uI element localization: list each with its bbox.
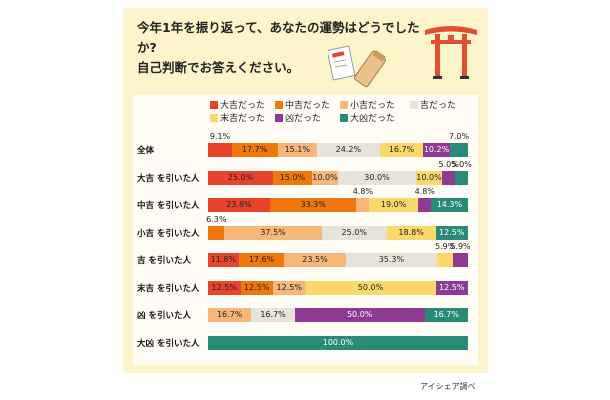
legend-swatch: [410, 100, 418, 109]
bar-segment: 100.0%: [208, 335, 468, 350]
bar-segment: 15.1%: [277, 143, 317, 157]
torii-illustration: [425, 26, 477, 79]
bar-segment: 24.2%: [316, 143, 380, 157]
source-credit: アイシェア調べ: [420, 382, 476, 391]
bar-segment: [449, 143, 468, 157]
bar-segment: 17.6%: [238, 253, 285, 267]
bar-segment: 16.7%: [251, 308, 295, 322]
legend-item: 凶だった: [275, 111, 321, 124]
legend-label: 吉だった: [420, 101, 457, 111]
stacked-bar: 11.8% 17.6% 23.5% 35.3%: [208, 253, 468, 267]
bar-segment: 10.0%: [312, 170, 338, 185]
value-label: 4.8%: [352, 187, 374, 196]
bar-segment: 23.5%: [284, 253, 346, 267]
row-label: 大吉 を引いた人: [137, 173, 200, 184]
stacked-bar: 12.5% 12.5% 12.5% 50.0% 12.5%: [208, 280, 468, 295]
row-label: 凶 を引いた人: [137, 311, 191, 321]
bar-segment: 50.0%: [294, 308, 425, 322]
title-line-2: 自己判断でお答えください。: [137, 60, 300, 75]
bar-segment: 12.5%: [208, 280, 241, 295]
title-line-1: 今年1年を振り返って、あなたの運勢はどうでしたか?: [137, 20, 420, 55]
legend-swatch: [340, 100, 348, 109]
bar-segment: 23.8%: [208, 198, 270, 212]
bar-segment: 30.0%: [338, 170, 416, 185]
bar-segment: 14.3%: [430, 198, 468, 212]
value-label: 5.9%: [434, 242, 456, 251]
legend-item: 中吉だった: [275, 98, 330, 111]
legend-item: 末吉だった: [210, 111, 265, 124]
legend-item: 吉だった: [410, 98, 456, 111]
bar-segment: 16.7%: [379, 143, 424, 157]
bar-segment: [437, 253, 453, 267]
row-label: 吉 を引いた人: [137, 256, 191, 266]
bar-segment: [208, 225, 225, 240]
legend-swatch: [275, 100, 283, 109]
bar-segment: 19.0%: [368, 198, 419, 212]
bar-segment: [452, 253, 468, 267]
bar-segment: [442, 170, 455, 185]
legend-label: 小吉だった: [350, 101, 396, 111]
legend-label: 凶だった: [285, 114, 322, 124]
bar-segment: 37.5%: [224, 225, 322, 240]
stacked-bar: 23.8% 33.3% 19.0% 14.3%: [208, 198, 468, 212]
legend-item: 大凶だった: [340, 111, 395, 124]
row-label: 末吉 を引いた人: [137, 283, 200, 294]
value-label: 5.0%: [451, 159, 472, 169]
bar-segment: 15.0%: [273, 170, 312, 185]
bar-segment: [356, 198, 369, 212]
legend-swatch: [340, 113, 348, 122]
value-label: 4.8%: [414, 187, 435, 196]
value-label: 7.0%: [448, 132, 470, 141]
bar-segment: 50.0%: [305, 280, 436, 295]
legend-swatch: [210, 100, 218, 109]
legend-label: 末吉だった: [220, 114, 266, 124]
stacked-bar: 37.5% 25.0% 18.8% 12.5%: [208, 225, 468, 240]
bar-segment: 35.3%: [345, 253, 438, 267]
row-label: 中吉 を引いた人: [137, 201, 200, 211]
bar-segment: 12.5%: [435, 225, 468, 240]
stacked-bar: 100.0%: [208, 335, 468, 350]
value-label: 5.0%: [438, 159, 459, 169]
legend-label: 大吉だった: [220, 101, 266, 111]
stacked-bar: 17.7% 15.1% 24.2% 16.7% 10.2%: [208, 143, 468, 157]
legend-label: 中吉だった: [285, 101, 331, 111]
row-label: 小吉 を引いた人: [137, 228, 200, 239]
bar-segment: 33.3%: [269, 198, 357, 212]
bar-segment: 12.5%: [273, 280, 306, 295]
legend-label: 大凶だった: [350, 114, 396, 124]
stacked-bar: 16.7% 16.7% 50.0% 16.7%: [208, 308, 468, 322]
bar-segment: 16.7%: [208, 308, 252, 322]
row-label: 大凶 を引いた人: [137, 338, 200, 349]
legend-swatch: [210, 113, 218, 122]
bar-segment: 12.5%: [240, 280, 273, 295]
bar-segment: 10.2%: [423, 143, 450, 157]
legend-item: 小吉だった: [340, 98, 395, 111]
bar-segment: [208, 143, 232, 157]
bar-segment: 16.7%: [424, 308, 468, 322]
bar-segment: 25.0%: [321, 225, 387, 240]
bar-segment: [455, 170, 468, 185]
bar-segment: 25.0%: [208, 170, 273, 185]
legend-item: 大吉だった: [210, 98, 265, 111]
bar-segment: 11.8%: [208, 253, 239, 267]
bar-segment: [418, 198, 431, 212]
legend-swatch: [275, 113, 283, 122]
row-label: 全体: [137, 146, 155, 156]
bar-segment: 12.5%: [435, 280, 468, 295]
value-label: 5.9%: [450, 242, 471, 251]
omikuji-illustration: [328, 45, 387, 88]
bar-segment: 18.8%: [386, 225, 436, 240]
bar-segment: 10.0%: [416, 170, 442, 185]
bar-segment: 17.7%: [231, 143, 278, 157]
value-label: 9.1%: [209, 132, 231, 141]
value-label: 6.3%: [206, 214, 227, 224]
stacked-bar: 25.0% 15.0% 10.0% 30.0% 10.0%: [208, 170, 468, 185]
chart-title: 今年1年を振り返って、あなたの運勢はどうでしたか? 自己判断でお答えください。: [137, 18, 437, 78]
